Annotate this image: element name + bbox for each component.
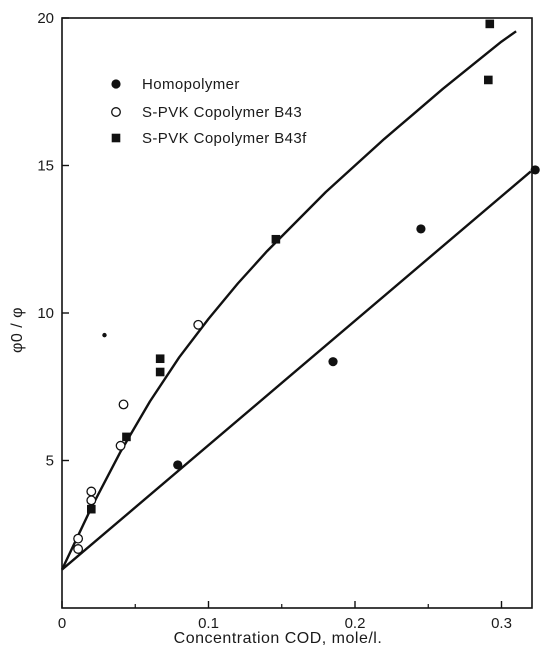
point-s-pvk-copolymer-b43 [193,319,204,330]
x-tick-label: 0.2 [345,615,366,632]
point-s-pvk-copolymer-b43f [271,234,281,244]
y-tick-label: 5 [46,453,54,470]
fit-lines [60,30,532,571]
x-tick-label: 0.3 [491,615,512,632]
point-s-pvk-copolymer-b43f [485,19,495,29]
x-tick-label: 0 [58,615,66,632]
legend-marker [111,79,121,89]
point-s-pvk-copolymer-b43 [118,399,129,410]
point-s-pvk-copolymer-b43f [87,504,96,514]
y-tick-label: 10 [37,305,54,322]
point-s-pvk-copolymer-b43 [73,544,84,554]
point-homopolymer [173,460,183,470]
legend-marker [111,133,121,143]
point-s-pvk-copolymer-b43 [86,486,97,497]
x-axis-label: Concentration COD, mole/l. [174,630,383,647]
point-homopolymer [416,224,426,234]
y-tick-label: 20 [37,10,54,27]
fit-line-homopolymer [61,170,532,571]
legend-label: S-PVK Copolymer B43f [142,130,307,147]
point-s-pvk-copolymer-b43f [155,367,165,377]
stray-dot [102,332,107,338]
point-homopolymer [530,165,540,175]
point-s-pvk-copolymer-b43 [73,533,84,544]
point-s-pvk-copolymer-b43 [86,495,97,506]
data-points [73,19,540,554]
point-homopolymer [328,357,338,367]
legend-marker [111,107,121,117]
y-axis-label: φ0 / φ [9,307,26,353]
y-tick-label: 15 [37,158,54,175]
point-s-pvk-copolymer-b43f [155,354,165,364]
point-s-pvk-copolymer-b43f [122,432,131,442]
fit-curve-copolymer [60,30,517,571]
legend-label: S-PVK Copolymer B43 [142,104,302,121]
axis-ticks: 0 0.1 0.2 0.3 5 10 15 20 [37,10,512,632]
point-s-pvk-copolymer-b43f [484,75,493,85]
x-tick-label: 0.1 [198,615,219,632]
point-s-pvk-copolymer-b43 [115,440,126,451]
legend: Homopolymer S-PVK Copolymer B43 S-PVK Copo… [111,76,307,147]
legend-label: Homopolymer [142,76,240,93]
